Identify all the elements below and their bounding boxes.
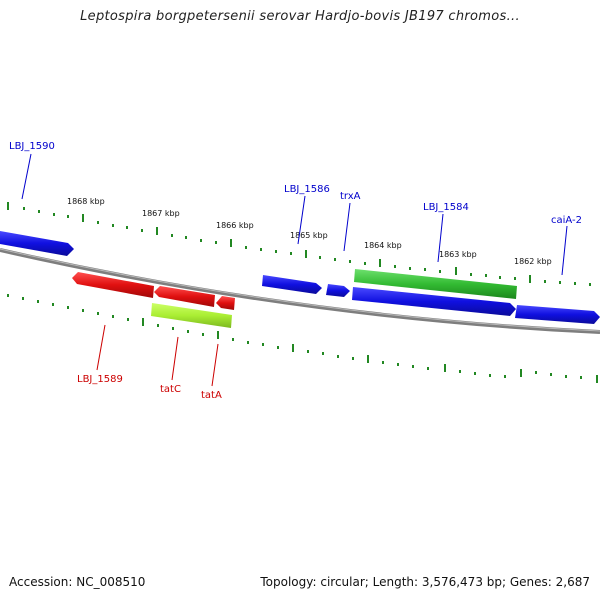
gene-label-LBJ_1584[interactable]: LBJ_1584 xyxy=(423,202,469,213)
map-title: Leptospira borgpetersenii serovar Hardjo… xyxy=(80,9,520,24)
leader-LBJ_1584 xyxy=(437,213,444,263)
gene-LBJ_1589[interactable] xyxy=(72,272,154,298)
scale-label-1864: 1864 kbp xyxy=(364,241,402,250)
gene-label-caiA-2[interactable]: caiA-2 xyxy=(551,215,582,226)
genome-backbone-highlight xyxy=(0,248,600,332)
gene-label-trxA[interactable]: trxA xyxy=(340,191,361,202)
leader-trxA xyxy=(343,202,351,252)
feature-lime-tat[interactable] xyxy=(151,303,232,328)
scale-label-1865: 1865 kbp xyxy=(290,231,328,240)
topology-summary: Topology: circular; Length: 3,576,473 bp… xyxy=(260,575,590,589)
scale-label-1866: 1866 kbp xyxy=(216,221,254,230)
outer-tick-ring xyxy=(7,202,591,286)
accession-label: Accession: NC_008510 xyxy=(9,575,146,589)
gene-label-tatC[interactable]: tatC xyxy=(160,384,181,395)
leader-LBJ_1589 xyxy=(96,324,106,371)
leader-LBJ_1590 xyxy=(21,153,32,200)
gene-caiA-2[interactable] xyxy=(515,305,600,324)
leader-tatC xyxy=(171,336,179,381)
gene-label-LBJ_1586[interactable]: LBJ_1586 xyxy=(284,184,330,195)
leader-LBJ_1586 xyxy=(297,195,306,245)
leader-caiA-2 xyxy=(561,225,568,276)
gene-label-LBJ_1589[interactable]: LBJ_1589 xyxy=(77,374,123,385)
scale-label-1868: 1868 kbp xyxy=(67,197,105,206)
gene-label-LBJ_1590[interactable]: LBJ_1590 xyxy=(9,141,55,152)
feature-green-1584[interactable] xyxy=(354,269,517,299)
scale-label-1867: 1867 kbp xyxy=(142,209,180,218)
leader-tatA xyxy=(211,343,219,387)
gene-trxA[interactable] xyxy=(326,284,350,297)
gene-tatA[interactable] xyxy=(216,296,235,310)
gene-label-tatA[interactable]: tatA xyxy=(201,390,222,401)
gene-tatC[interactable] xyxy=(154,286,215,307)
gene-LBJ_1590[interactable] xyxy=(0,231,74,256)
inner-tick-ring xyxy=(7,294,598,383)
scale-label-1862: 1862 kbp xyxy=(514,257,552,266)
scale-label-1863: 1863 kbp xyxy=(439,250,477,259)
gene-LBJ_1586[interactable] xyxy=(262,275,322,294)
gene-LBJ_1584[interactable] xyxy=(352,287,516,316)
genome-backbone xyxy=(0,248,600,334)
